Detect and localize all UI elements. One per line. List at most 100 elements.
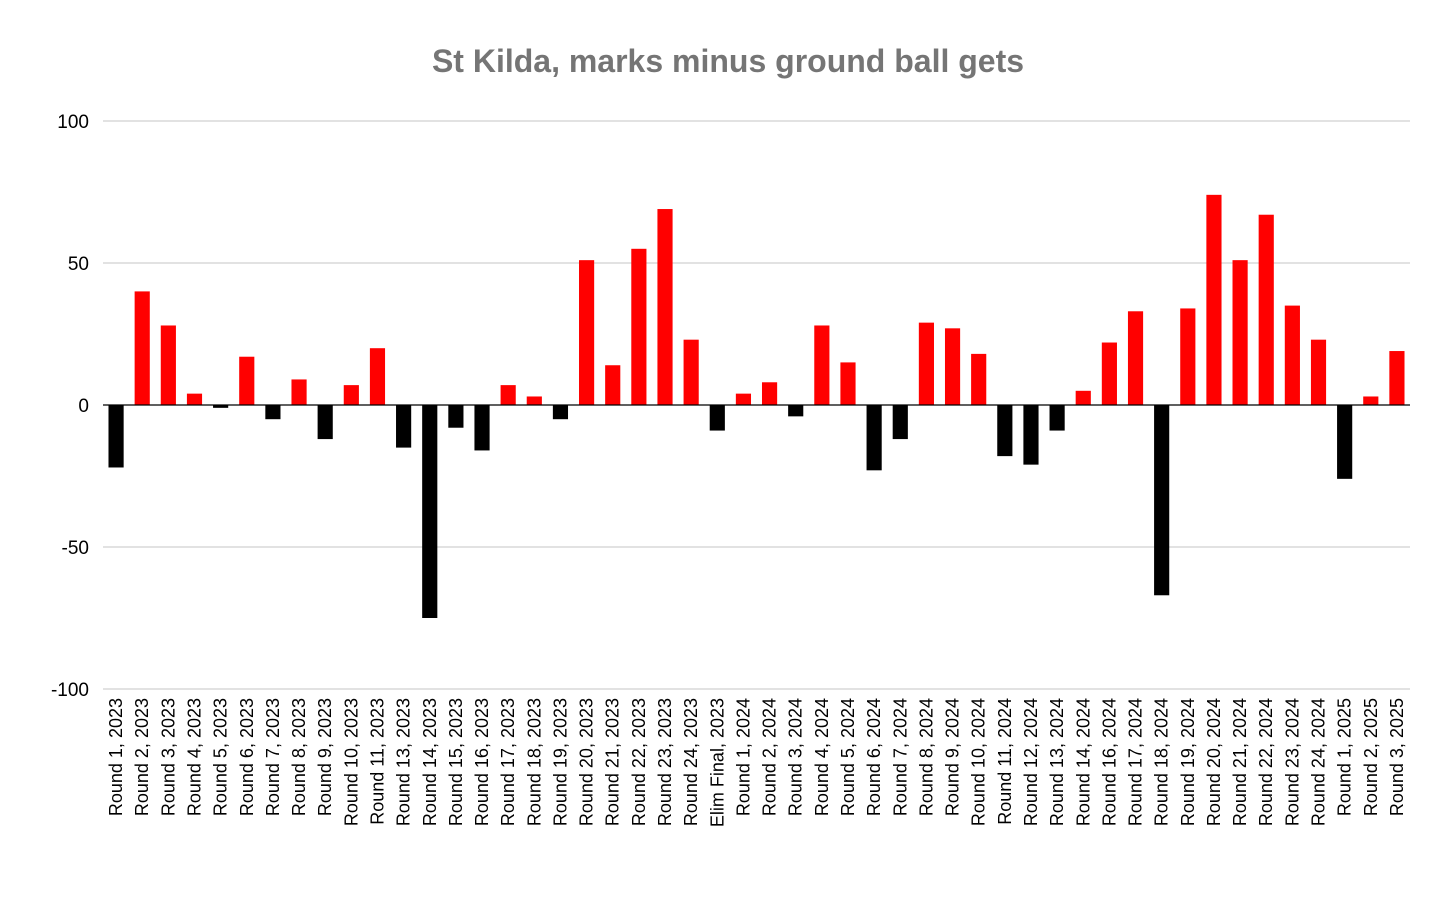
- x-tick-label: Round 5, 2024: [838, 698, 858, 816]
- x-tick-label: Round 23, 2024: [1282, 698, 1302, 826]
- x-tick-label: Round 2, 2023: [132, 698, 152, 816]
- x-tick-label: Round 22, 2023: [629, 698, 649, 826]
- x-tick-label: Round 14, 2023: [420, 698, 440, 826]
- bar: [448, 405, 464, 428]
- x-tick-label: Round 10, 2024: [969, 698, 989, 826]
- x-tick-label: Round 12, 2024: [1021, 698, 1041, 826]
- bar: [866, 405, 882, 471]
- x-tick-label: Round 16, 2024: [1099, 698, 1119, 826]
- gridlines: [103, 120, 1410, 690]
- bar: [1023, 405, 1039, 465]
- bar: [317, 405, 333, 440]
- bar: [971, 353, 987, 405]
- bar: [631, 248, 647, 405]
- x-tick-label: Round 18, 2023: [524, 698, 544, 826]
- bar: [239, 356, 255, 405]
- x-tick-label: Round 21, 2024: [1230, 698, 1250, 826]
- y-tick-label: -50: [62, 538, 89, 559]
- x-tick-label: Round 17, 2023: [498, 698, 518, 826]
- y-tick-label: -100: [51, 680, 89, 701]
- bar: [396, 405, 412, 448]
- bar: [265, 405, 281, 420]
- bar: [605, 365, 621, 405]
- bar: [1049, 405, 1065, 431]
- x-tick-label: Round 19, 2024: [1178, 698, 1198, 826]
- x-tick-label: Round 1, 2023: [106, 698, 126, 816]
- bar: [918, 322, 934, 405]
- bar: [369, 348, 386, 405]
- x-tick-label: Round 4, 2023: [184, 698, 204, 816]
- bar: [1154, 405, 1170, 596]
- bar: [1310, 339, 1327, 405]
- x-tick-label: Round 10, 2023: [341, 698, 361, 826]
- bar: [1389, 351, 1405, 405]
- y-axis-ticks: 100 50 0 -50 -100: [51, 112, 89, 701]
- x-tick-label: Round 14, 2024: [1073, 698, 1093, 826]
- x-tick-label: Round 18, 2024: [1152, 698, 1172, 826]
- bar: [1337, 405, 1353, 479]
- bar: [552, 405, 569, 420]
- bar: [1127, 311, 1144, 405]
- x-tick-label: Round 6, 2023: [237, 698, 257, 816]
- bar: [683, 339, 699, 405]
- x-tick-label: Round 1, 2024: [733, 698, 753, 816]
- x-tick-label: Round 24, 2023: [681, 698, 701, 826]
- bar: [709, 405, 725, 431]
- y-tick-label: 100: [57, 112, 89, 133]
- bar: [1363, 396, 1379, 405]
- bar: [892, 405, 908, 440]
- bar: [134, 291, 150, 405]
- bar: [1206, 194, 1222, 405]
- x-tick-label: Round 6, 2024: [864, 698, 884, 816]
- x-tick-label: Round 7, 2024: [890, 698, 910, 816]
- x-tick-label: Round 15, 2023: [446, 698, 466, 826]
- x-tick-label: Round 11, 2023: [367, 698, 387, 825]
- x-tick-label: Round 23, 2023: [655, 698, 675, 826]
- bar: [213, 405, 229, 408]
- x-tick-label: Round 20, 2023: [577, 698, 597, 826]
- x-tick-label: Round 13, 2024: [1047, 698, 1067, 826]
- bar: [500, 385, 516, 405]
- bar: [186, 393, 203, 405]
- bar: [761, 382, 778, 405]
- x-tick-label: Round 4, 2024: [812, 698, 832, 816]
- x-tick-label: Round 7, 2023: [263, 698, 283, 816]
- bar: [343, 385, 359, 405]
- y-tick-label: 50: [68, 254, 89, 275]
- x-tick-label: Round 17, 2024: [1126, 698, 1146, 826]
- bars: [108, 194, 1405, 618]
- bar: [291, 379, 307, 405]
- bar: [1180, 308, 1196, 405]
- bar: [657, 209, 673, 405]
- bar: [1101, 342, 1117, 405]
- x-tick-label: Round 11, 2024: [995, 698, 1015, 825]
- bar: [1075, 390, 1091, 405]
- x-tick-label: Round 3, 2024: [786, 698, 806, 816]
- bar: [997, 405, 1013, 457]
- bar: [1258, 214, 1274, 405]
- bar: [788, 405, 804, 417]
- bar: [814, 325, 830, 405]
- x-tick-label: Round 22, 2024: [1256, 698, 1276, 826]
- x-tick-label: Round 21, 2023: [603, 698, 623, 826]
- y-tick-label: 0: [78, 396, 89, 417]
- x-tick-label: Round 8, 2023: [289, 698, 309, 816]
- bar: [1232, 260, 1248, 405]
- x-axis-ticks: Round 1, 2023 Round 2, 2023 Round 3, 2023 R…: [106, 698, 1407, 827]
- x-tick-label: Round 2, 2025: [1361, 698, 1381, 816]
- x-tick-label: Round 3, 2023: [158, 698, 178, 816]
- x-tick-label: Round 20, 2024: [1204, 698, 1224, 826]
- x-tick-label: Round 16, 2023: [472, 698, 492, 826]
- bar: [474, 405, 490, 451]
- x-tick-label: Round 1, 2025: [1335, 698, 1355, 816]
- x-tick-label: Round 24, 2024: [1309, 698, 1329, 826]
- x-tick-label: Round 3, 2025: [1387, 698, 1407, 816]
- bar: [840, 362, 856, 405]
- x-tick-label: Round 9, 2024: [943, 698, 963, 816]
- bar: [108, 405, 124, 468]
- x-tick-label: Elim Final, 2023: [707, 698, 727, 827]
- bar: [944, 328, 961, 405]
- x-tick-label: Round 9, 2023: [315, 698, 335, 816]
- bar: [735, 393, 752, 405]
